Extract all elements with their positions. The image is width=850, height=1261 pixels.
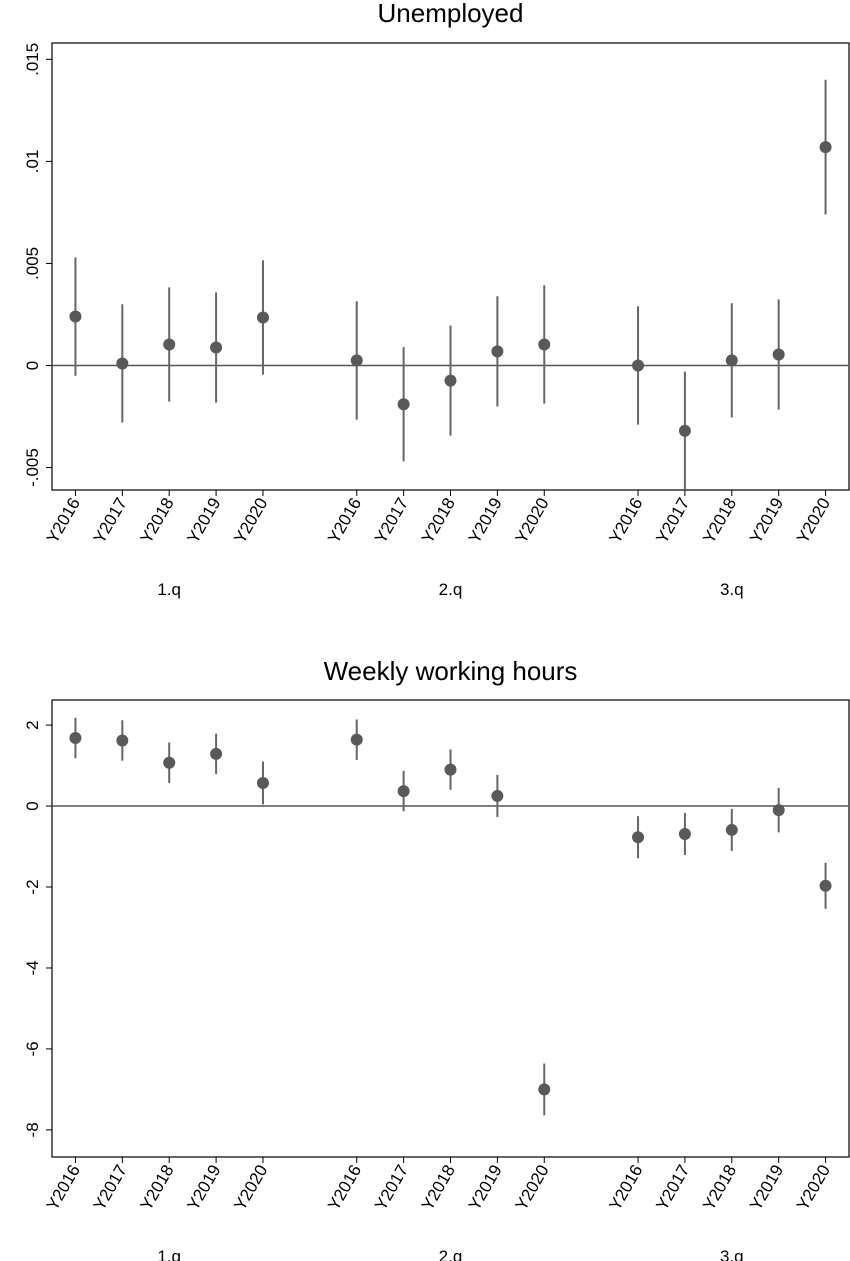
group-label: 2.q <box>439 580 463 599</box>
x-tick-label: Y2016 <box>605 495 646 547</box>
point <box>678 424 691 437</box>
x-tick-label: Y2019 <box>465 1162 506 1214</box>
x-tick-label: Y2020 <box>230 1162 271 1214</box>
point <box>632 359 645 372</box>
y-tick-label: 0 <box>23 801 42 810</box>
y-tick-label: -.005 <box>23 448 42 487</box>
point <box>397 785 410 798</box>
x-tick-label: Y2017 <box>371 495 412 547</box>
point <box>725 354 738 367</box>
x-tick-label: Y2020 <box>793 495 834 547</box>
x-tick-label: Y2017 <box>652 495 693 547</box>
point <box>210 747 223 760</box>
x-tick-label: Y2017 <box>371 1162 412 1214</box>
y-tick-label: .005 <box>23 247 42 280</box>
chart-title: Unemployed <box>378 0 524 28</box>
point <box>350 733 363 746</box>
x-tick-label: Y2019 <box>184 495 225 547</box>
point <box>116 357 129 370</box>
group-label: 1.q <box>157 1247 181 1261</box>
x-tick-label: Y2016 <box>324 495 365 547</box>
x-tick-label: Y2017 <box>90 495 131 547</box>
point <box>256 311 269 324</box>
group-label: 1.q <box>157 580 181 599</box>
y-tick-label: .015 <box>23 43 42 76</box>
point <box>116 734 129 747</box>
x-tick-label: Y2020 <box>230 495 271 547</box>
x-tick-label: Y2018 <box>418 1162 459 1214</box>
point <box>491 345 504 358</box>
group-label: 3.q <box>720 580 744 599</box>
x-tick-label: Y2019 <box>465 495 506 547</box>
chart-title: Weekly working hours <box>324 656 578 686</box>
point <box>772 804 785 817</box>
point <box>163 756 176 769</box>
x-tick-label: Y2017 <box>652 1162 693 1214</box>
x-tick-label: Y2016 <box>605 1162 646 1214</box>
point <box>725 823 738 836</box>
point <box>632 831 645 844</box>
x-tick-label: Y2020 <box>512 1162 553 1214</box>
x-tick-label: Y2018 <box>699 495 740 547</box>
x-tick-label: Y2016 <box>43 495 84 547</box>
point <box>256 776 269 789</box>
point <box>444 763 457 776</box>
point <box>350 354 363 367</box>
point <box>69 732 82 745</box>
x-tick-label: Y2019 <box>746 495 787 547</box>
point <box>210 341 223 354</box>
x-tick-label: Y2016 <box>324 1162 365 1214</box>
x-tick-label: Y2018 <box>137 1162 178 1214</box>
point <box>397 398 410 411</box>
x-tick-label: Y2020 <box>512 495 553 547</box>
x-tick-label: Y2018 <box>699 1162 740 1214</box>
x-tick-label: Y2018 <box>137 495 178 547</box>
x-tick-label: Y2019 <box>746 1162 787 1214</box>
point <box>678 827 691 840</box>
point <box>538 1083 551 1096</box>
point <box>444 374 457 387</box>
x-tick-label: Y2018 <box>418 495 459 547</box>
group-label: 2.q <box>439 1247 463 1261</box>
group-label: 3.q <box>720 1247 744 1261</box>
x-tick-label: Y2019 <box>184 1162 225 1214</box>
y-tick-label: -2 <box>23 879 42 894</box>
point <box>819 879 832 892</box>
x-tick-label: Y2016 <box>43 1162 84 1214</box>
point <box>69 310 82 323</box>
y-tick-label: -4 <box>23 960 42 975</box>
point <box>491 789 504 802</box>
point <box>163 338 176 351</box>
y-tick-label: 2 <box>23 720 42 729</box>
y-tick-label: -8 <box>23 1122 42 1137</box>
x-tick-label: Y2020 <box>793 1162 834 1214</box>
x-tick-label: Y2017 <box>90 1162 131 1214</box>
y-tick-label: .01 <box>23 150 42 174</box>
y-tick-label: 0 <box>23 361 42 370</box>
y-tick-label: -6 <box>23 1041 42 1056</box>
point <box>538 338 551 351</box>
point <box>772 348 785 361</box>
point <box>819 141 832 154</box>
